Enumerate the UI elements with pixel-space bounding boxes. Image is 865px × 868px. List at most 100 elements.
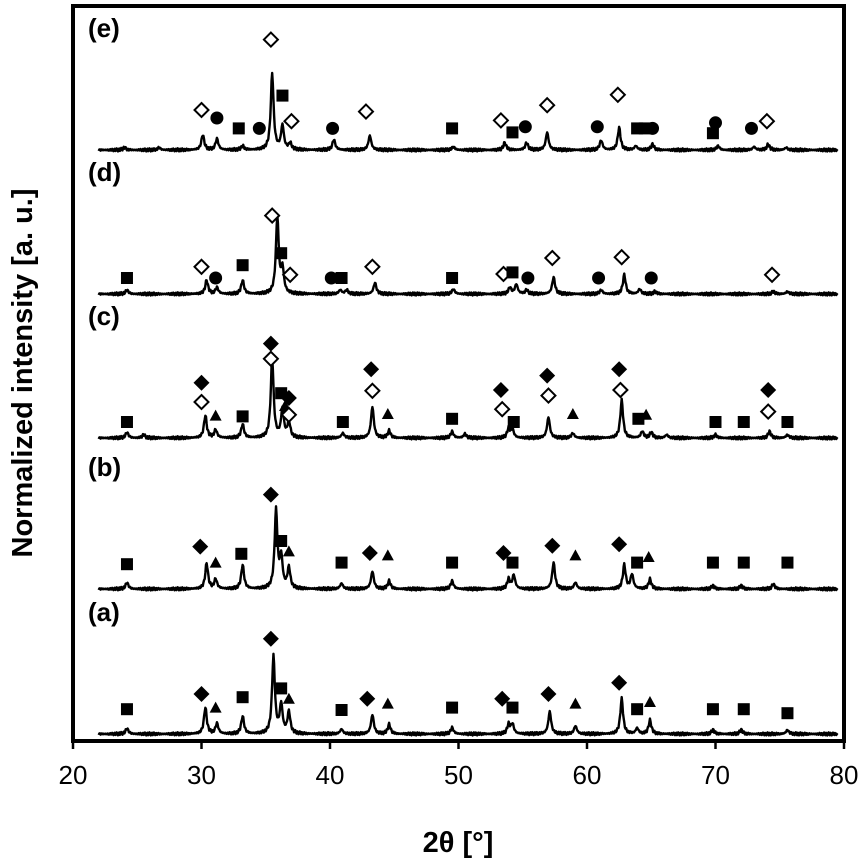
square-marker bbox=[706, 127, 719, 140]
square-marker bbox=[335, 272, 348, 284]
open-diamond-marker bbox=[283, 112, 300, 130]
square-marker bbox=[335, 704, 348, 716]
open-diamond-marker bbox=[758, 112, 776, 130]
open-diamond-marker bbox=[363, 258, 381, 276]
open-diamond-marker bbox=[492, 111, 510, 129]
spectrum-line bbox=[97, 356, 839, 441]
triangle-marker bbox=[381, 408, 394, 419]
square-marker bbox=[706, 703, 719, 716]
open-diamond-marker bbox=[611, 381, 629, 399]
circle-marker bbox=[324, 271, 338, 285]
diamond-marker bbox=[611, 536, 628, 553]
diamond-marker bbox=[492, 382, 509, 398]
panel-label: (d) bbox=[88, 157, 121, 187]
triangle-marker bbox=[381, 549, 394, 561]
panel-label: (b) bbox=[88, 452, 121, 482]
panel-label: (a) bbox=[88, 597, 120, 627]
triangle-marker bbox=[282, 545, 295, 557]
square-marker bbox=[638, 122, 651, 135]
circle-marker bbox=[252, 121, 266, 135]
triangle-marker bbox=[566, 408, 579, 419]
open-diamond-marker bbox=[193, 258, 210, 276]
panel-d: (d) bbox=[88, 157, 839, 297]
diamond-marker bbox=[193, 686, 210, 702]
x-tick-label: 50 bbox=[444, 760, 473, 790]
x-axis-ticks: 20 30 40 50 60 70 80 bbox=[59, 741, 859, 790]
open-diamond-marker bbox=[538, 96, 556, 114]
square-marker bbox=[275, 247, 288, 260]
square-marker bbox=[632, 412, 645, 425]
square-marker bbox=[236, 410, 249, 423]
diamond-marker bbox=[494, 690, 511, 707]
square-marker bbox=[120, 703, 133, 716]
open-diamond-marker bbox=[281, 266, 299, 284]
square-marker bbox=[706, 556, 719, 569]
spectrum-line bbox=[97, 505, 839, 592]
square-marker bbox=[737, 416, 750, 428]
square-marker bbox=[335, 556, 348, 569]
circle-marker bbox=[518, 120, 532, 134]
square-marker bbox=[232, 122, 245, 135]
square-marker bbox=[781, 707, 794, 720]
panel-label: (e) bbox=[88, 13, 120, 43]
triangle-marker bbox=[643, 696, 656, 707]
square-marker bbox=[120, 272, 133, 284]
triangle-marker bbox=[642, 551, 655, 562]
diamond-marker bbox=[760, 382, 777, 398]
x-tick-label: 20 bbox=[59, 760, 88, 790]
triangle-marker bbox=[282, 692, 295, 704]
open-diamond-marker bbox=[280, 406, 298, 424]
open-diamond-marker bbox=[759, 403, 777, 421]
square-marker bbox=[446, 412, 459, 425]
square-marker bbox=[120, 416, 133, 428]
open-diamond-marker bbox=[262, 31, 280, 49]
diamond-marker bbox=[359, 690, 376, 707]
spectrum-line bbox=[97, 652, 839, 737]
square-marker bbox=[446, 556, 459, 569]
square-marker bbox=[506, 266, 519, 279]
diamond-marker bbox=[361, 545, 378, 561]
y-axis-title: Normalized intensity [a. u.] bbox=[7, 189, 39, 558]
open-diamond-marker bbox=[262, 350, 280, 368]
spectrum-line bbox=[97, 71, 839, 153]
triangle-marker bbox=[381, 697, 394, 709]
open-diamond-marker bbox=[613, 248, 631, 266]
open-diamond-marker bbox=[193, 393, 210, 411]
square-marker bbox=[781, 556, 794, 569]
open-diamond-marker bbox=[493, 400, 511, 418]
square-marker bbox=[737, 556, 750, 569]
circle-marker bbox=[590, 120, 604, 134]
square-marker bbox=[446, 122, 459, 135]
panel-label: (c) bbox=[88, 301, 120, 331]
x-tick-label: 70 bbox=[701, 760, 730, 790]
x-axis-title: 2θ [°] bbox=[423, 827, 494, 859]
square-marker bbox=[275, 535, 288, 547]
circle-marker bbox=[744, 121, 758, 135]
circle-marker bbox=[209, 271, 223, 285]
open-diamond-marker bbox=[609, 86, 627, 104]
diamond-marker bbox=[262, 486, 279, 503]
open-diamond-marker bbox=[543, 249, 561, 267]
x-tick-label: 80 bbox=[830, 760, 859, 790]
panel-e: (e) bbox=[88, 13, 839, 153]
diamond-marker bbox=[262, 335, 279, 352]
spectra-panels: (a) (b) (c) (d) (e) bbox=[88, 13, 839, 737]
circle-marker bbox=[521, 271, 535, 285]
triangle-marker bbox=[209, 701, 222, 713]
circle-marker bbox=[646, 121, 660, 135]
circle-marker bbox=[709, 116, 722, 130]
panel-b: (b) bbox=[88, 452, 839, 592]
triangle-marker bbox=[569, 697, 582, 709]
square-marker bbox=[236, 691, 249, 704]
square-marker bbox=[236, 259, 249, 272]
circle-marker bbox=[644, 271, 658, 285]
square-marker bbox=[631, 556, 644, 569]
square-marker bbox=[506, 701, 519, 714]
open-diamond-marker bbox=[263, 207, 281, 225]
triangle-marker bbox=[640, 408, 653, 420]
diamond-marker bbox=[544, 537, 561, 554]
triangle-marker bbox=[209, 556, 222, 568]
x-tick-label: 60 bbox=[573, 760, 602, 790]
square-marker bbox=[276, 89, 289, 102]
